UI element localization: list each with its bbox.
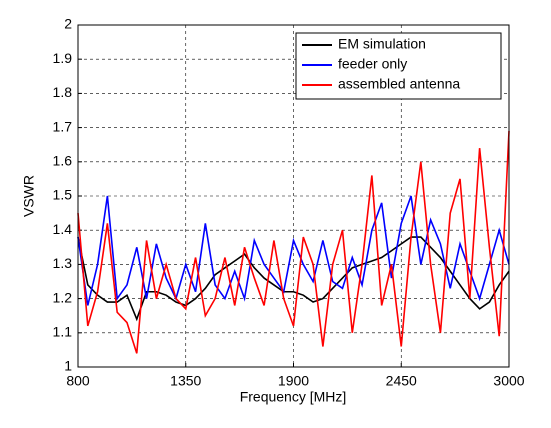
x-axis-label: Frequency [MHz] (240, 389, 347, 405)
y-tick-label: 1.1 (53, 324, 73, 340)
y-tick-label: 1.3 (53, 255, 73, 271)
series-line (77, 195, 510, 306)
x-tick-label: 800 (66, 373, 90, 389)
legend-label: feeder only (338, 56, 407, 72)
y-axis-label: VSWR (21, 175, 37, 217)
series-line (77, 236, 510, 322)
series-line (77, 130, 510, 354)
y-tick-label: 1.5 (53, 187, 73, 203)
x-tick-label: 3000 (493, 373, 524, 389)
y-tick-label: 1.6 (53, 153, 73, 169)
y-tick-label: 2 (64, 16, 72, 32)
y-tick-label: 1.2 (53, 289, 73, 305)
plot-frame (77, 24, 510, 368)
x-tick-label: 1900 (278, 373, 309, 389)
x-tick-label: 1350 (170, 373, 201, 389)
legend-label: assembled antenna (338, 76, 460, 92)
y-tick-label: 1 (64, 358, 72, 374)
y-tick-label: 1.7 (53, 118, 73, 134)
x-tick-label: 2450 (386, 373, 417, 389)
y-tick-label: 1.9 (53, 50, 73, 66)
y-tick-label: 1.8 (53, 84, 73, 100)
legend-label: EM simulation (338, 36, 426, 52)
y-tick-label: 1.4 (53, 221, 73, 237)
